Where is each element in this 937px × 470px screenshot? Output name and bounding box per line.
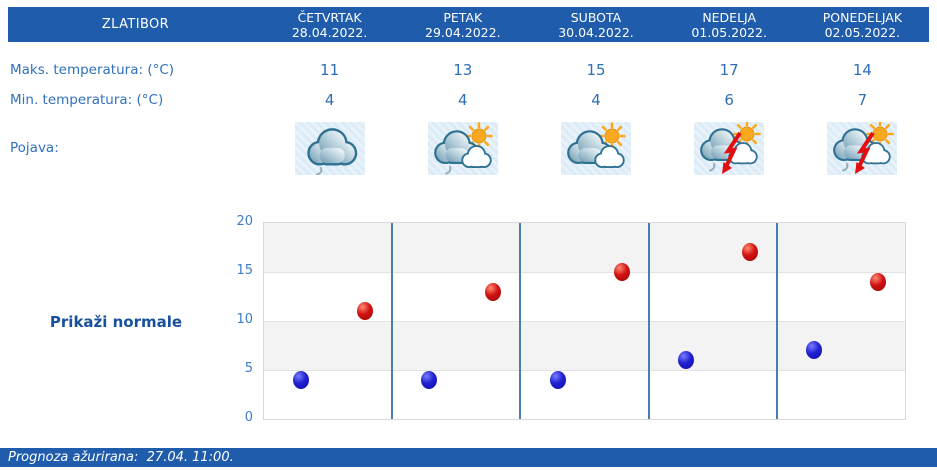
day-date: 28.04.2022. — [291, 24, 368, 40]
weather-icon-tile — [827, 121, 898, 175]
footer-bar: Prognoza ažurirana: 27.04. 11:00. — [0, 448, 937, 467]
day-name: PONEDELJAK — [822, 9, 903, 25]
partly-cloudy-icon — [567, 121, 626, 168]
temperature-chart — [263, 222, 906, 420]
chart-gridline — [264, 320, 905, 322]
y-axis-tick-label: 15 — [236, 263, 253, 278]
day-header-petak: PETAK 29.04.2022. — [396, 10, 529, 40]
day-name: ČETVRTAK — [297, 9, 362, 25]
day-header-nedelja: NEDELJA 01.05.2022. — [663, 10, 796, 40]
min-temp-dot — [293, 370, 310, 389]
min-temp-dot — [421, 370, 438, 389]
min-temp-value: 4 — [324, 91, 335, 109]
weather-icon-tile — [427, 121, 498, 175]
day-header-ponedeljak: PONEDELJAK 02.05.2022. — [796, 10, 929, 40]
day-header-cetvrtak: ČETVRTAK 28.04.2022. — [263, 10, 396, 40]
phenomena-label: Pojava: — [10, 140, 59, 156]
max-temp-dot — [613, 263, 630, 281]
cloudy-icon — [306, 127, 357, 175]
day-date: 29.04.2022. — [425, 24, 501, 40]
min-temp-dot — [677, 351, 694, 370]
min-temp-dot — [805, 341, 822, 360]
min-temp-value: 6 — [724, 91, 734, 109]
min-temp-dot — [549, 370, 566, 389]
max-temp-dot — [870, 272, 887, 291]
location-title: ZLATIBOR — [101, 17, 170, 32]
max-temperature-row: Maks. temperatura: (°C) 11 13 15 17 14 — [8, 55, 929, 85]
partly-cloudy-icon — [433, 121, 493, 174]
weather-icon-tile — [694, 121, 765, 175]
phenomena-row: Pojava: — [8, 121, 929, 175]
chart-day-separator — [647, 223, 650, 419]
table-header-row: ZLATIBOR ČETVRTAK 28.04.2022. PETAK 29.0… — [8, 7, 929, 42]
day-header-subota: SUBOTA 30.04.2022. — [529, 10, 662, 40]
y-axis-tick-label: 0 — [244, 410, 253, 425]
min-temp-value: 7 — [857, 91, 868, 109]
max-temp-dot — [741, 243, 758, 262]
max-temp-value: 17 — [719, 61, 739, 79]
day-date: 30.04.2022. — [558, 24, 634, 40]
max-temp-value: 15 — [586, 61, 606, 79]
min-temperature-row: Min. temperatura: (°C) 4 4 4 6 7 — [8, 85, 929, 115]
min-temp-label: Min. temperatura: (°C) — [10, 92, 164, 108]
chart-day-separator — [775, 223, 778, 419]
y-axis-tick-label: 5 — [244, 361, 253, 376]
day-name: PETAK — [443, 9, 483, 25]
max-temp-value: 14 — [852, 61, 872, 79]
chart-day-separator — [519, 223, 522, 419]
forecast-table: ZLATIBOR ČETVRTAK 28.04.2022. PETAK 29.0… — [8, 7, 929, 175]
min-temp-value: 4 — [591, 91, 601, 109]
show-normals-link[interactable]: Prikaži normale — [49, 313, 183, 331]
max-temp-value: 13 — [453, 61, 473, 79]
max-temp-label: Maks. temperatura: (°C) — [10, 62, 175, 78]
weather-icon-tile — [560, 121, 631, 175]
y-axis-tick-label: 20 — [236, 214, 253, 229]
chart-gridline — [264, 271, 905, 273]
day-name: NEDELJA — [702, 9, 757, 25]
day-date: 01.05.2022. — [691, 24, 767, 40]
day-name: SUBOTA — [570, 9, 622, 25]
chart-day-separator — [391, 223, 394, 419]
chart-gridline — [264, 369, 905, 371]
day-date: 02.05.2022. — [824, 24, 901, 40]
thunderstorm-icon — [833, 121, 895, 174]
weather-icon-tile — [294, 121, 365, 175]
thunderstorm-icon — [700, 121, 761, 174]
max-temp-dot — [357, 302, 374, 321]
forecast-updated-text: Prognoza ažurirana: 27.04. 11:00. — [8, 450, 234, 465]
max-temp-value: 11 — [320, 61, 340, 79]
y-axis-tick-label: 10 — [236, 312, 253, 327]
min-temp-value: 4 — [458, 91, 468, 109]
max-temp-dot — [485, 282, 502, 301]
